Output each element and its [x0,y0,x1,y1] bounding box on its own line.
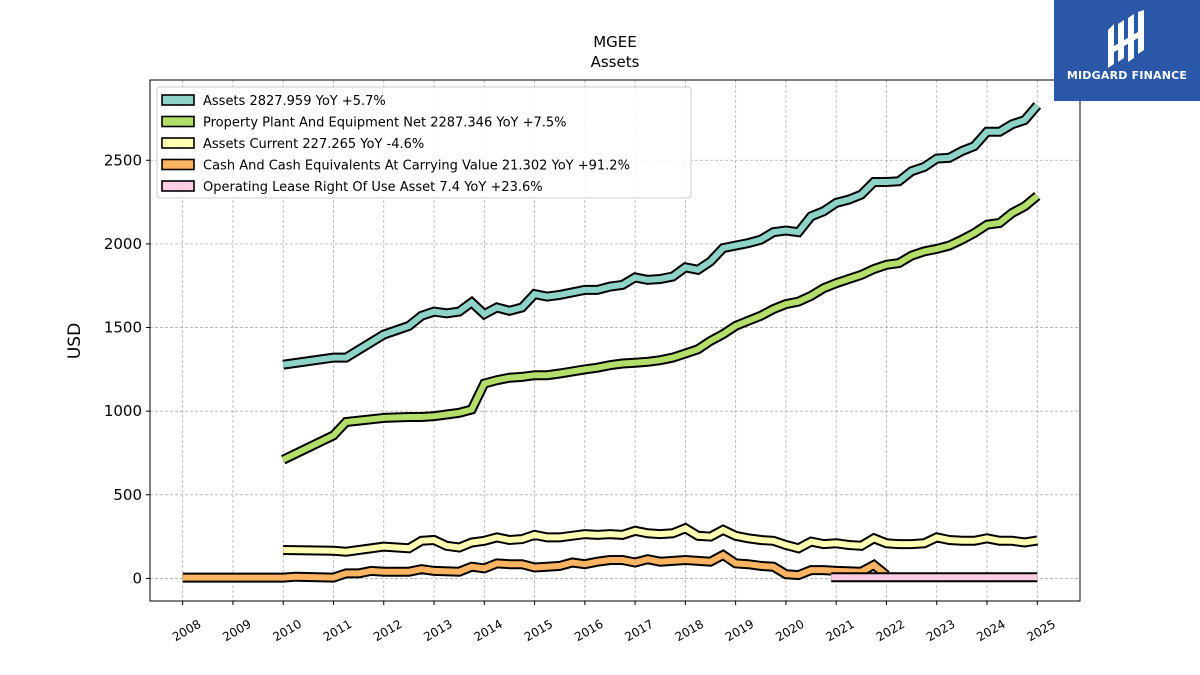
legend-swatch [161,94,195,106]
chart-title: MGEE [593,33,637,51]
x-tick-label: 2016 [572,617,605,644]
brand-logo: MIDGARD FINANCE [1054,0,1200,101]
x-tick-label: 2013 [421,617,454,644]
x-tick-label: 2022 [874,617,907,644]
y-tick-label: 1000 [104,402,142,420]
x-tick-label: 2020 [773,617,806,644]
legend-box [156,86,692,199]
x-axis: 2008 2009 2010 2011 2012 2013 2014 2015 2016 2017… [170,601,1058,644]
x-tick-label: 2015 [522,617,555,644]
y-tick-label: 2000 [104,235,142,253]
legend: Assets 2827.959 YoY +5.7% Property Plant … [156,86,692,199]
legend-swatch [161,158,195,171]
x-tick-label: 2018 [673,617,706,644]
legend-label: Property Plant And Equipment Net 2287.34… [203,116,567,131]
x-tick-label: 2023 [924,617,957,644]
legend-label: Assets Current 227.265 YoY -4.6% [203,137,424,152]
x-tick-label: 2009 [220,617,253,644]
series-line-property-plant-and-equipment-net [281,193,1040,463]
legend-swatch [161,137,195,149]
legend-label: Assets 2827.959 YoY +5.7% [203,94,386,109]
legend-label: Operating Lease Right Of Use Asset 7.4 Y… [203,180,543,195]
x-tick-label: 2021 [823,617,856,644]
x-tick-label: 2024 [974,617,1007,644]
legend-swatch [161,115,195,128]
y-axis: 0 500 1000 1500 2000 2500 [104,151,150,587]
y-tick-label: 1500 [104,319,142,337]
series-lines [182,102,1042,583]
legend-label: Cash And Cash Equivalents At Carrying Va… [203,159,630,174]
midgard-finance-logo-icon [1108,10,1144,68]
x-tick-label: 2019 [723,617,756,644]
series-line-assets [282,103,1040,368]
series-line-assets-current [283,524,1038,555]
y-axis-label: USD [65,323,85,359]
x-tick-label: 2012 [371,617,404,644]
x-tick-label: 2017 [622,617,655,644]
x-tick-label: 2008 [170,617,203,644]
x-tick-label: 2025 [1025,617,1058,644]
chart-subtitle: Assets [591,53,640,71]
y-tick-label: 2500 [104,151,142,169]
y-tick-label: 0 [132,569,142,587]
x-tick-label: 2010 [270,617,303,644]
x-tick-label: 2014 [472,617,505,644]
brand-name: MIDGARD FINANCE [1066,69,1188,82]
plot-frame [149,79,1081,602]
legend-swatch [161,180,195,192]
y-tick-label: 500 [113,486,142,504]
series-line-cash-and-cash-equivalents-at-carrying-value [182,551,889,581]
x-tick-label: 2011 [321,617,354,644]
